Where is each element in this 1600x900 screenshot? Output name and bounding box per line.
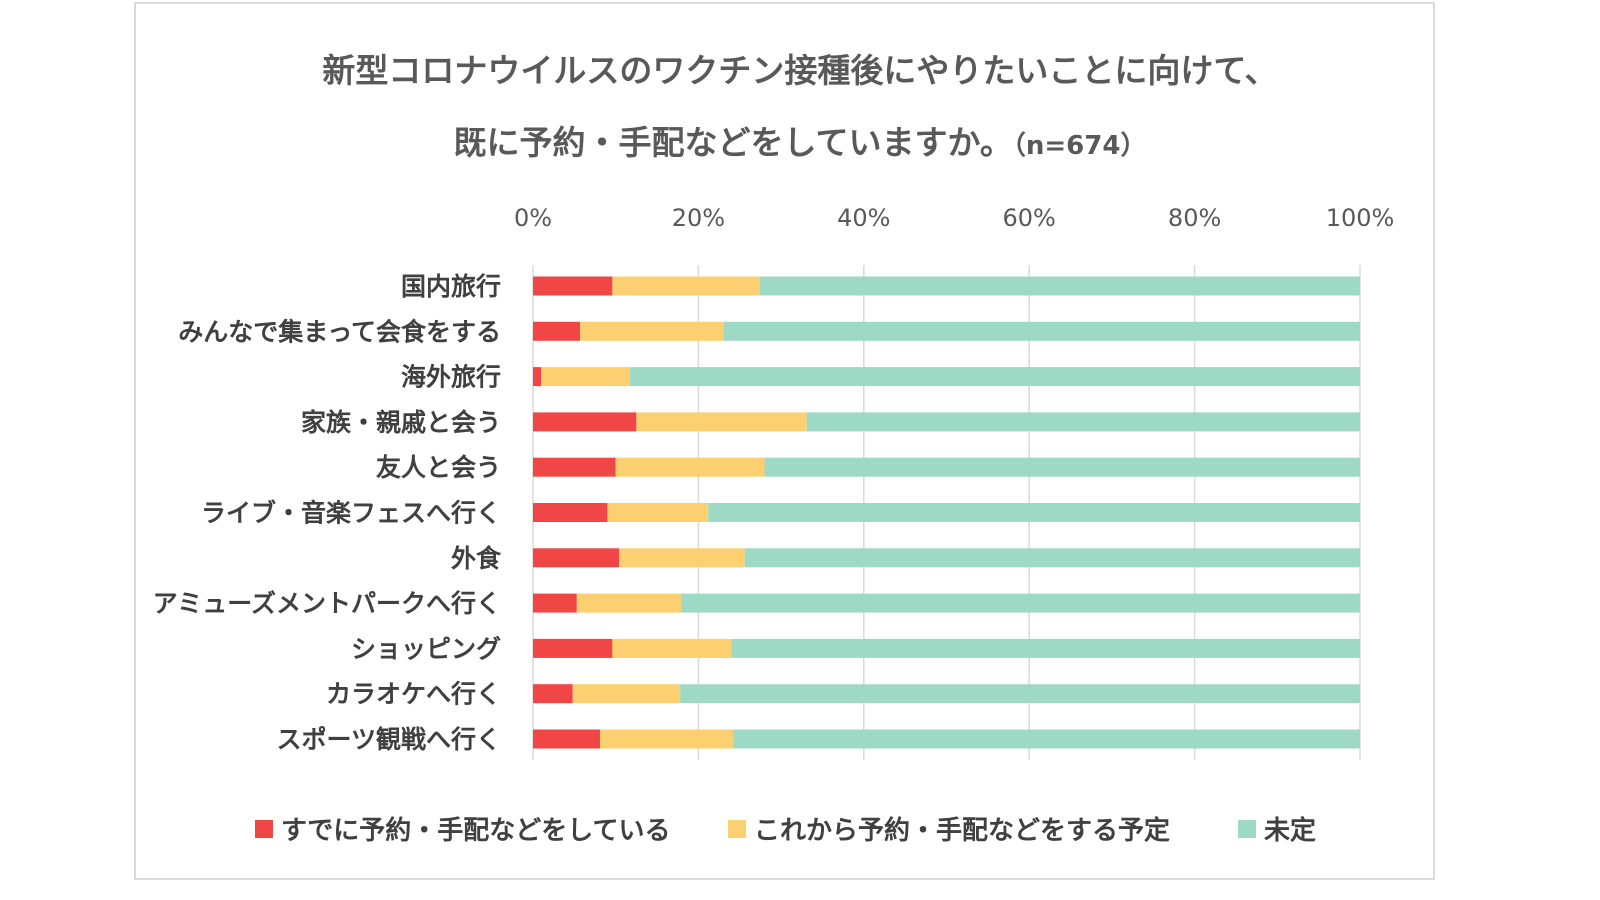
bar-segment bbox=[533, 503, 608, 522]
chart-title-line2: 既に予約・手配などをしていますか。（n=674） bbox=[0, 116, 1600, 164]
bar-segment bbox=[636, 412, 807, 432]
bar-segment bbox=[759, 276, 1360, 296]
bar-segment bbox=[607, 503, 709, 522]
bar-segment bbox=[533, 321, 581, 341]
chart-legend: すでに予約・手配などをしている これから予約・手配などをする予定 未定 bbox=[0, 810, 1600, 850]
bar-segment bbox=[708, 503, 1360, 522]
category-label: カラオケへ行く bbox=[326, 680, 501, 709]
bar-segment bbox=[731, 638, 1360, 658]
bar-segment bbox=[599, 729, 734, 749]
bar-segment bbox=[533, 638, 613, 658]
chart-title-sample-size: （n=674） bbox=[1012, 131, 1147, 161]
legend-label: すでに予約・手配などをしている bbox=[281, 816, 671, 846]
bar-segment bbox=[580, 321, 724, 341]
category-label: アミューズメントパークへ行く bbox=[153, 589, 501, 618]
x-tick-label: 100% bbox=[1326, 204, 1395, 232]
bar-segment bbox=[533, 412, 637, 432]
category-label: スポーツ観戦へ行く bbox=[276, 725, 501, 754]
bar-segment bbox=[533, 276, 613, 296]
legend-swatch bbox=[1238, 819, 1256, 838]
x-tick-label: 0% bbox=[514, 204, 552, 232]
bar-segment bbox=[612, 638, 732, 658]
legend-swatch bbox=[255, 819, 273, 838]
bar-segment bbox=[615, 457, 765, 477]
legend-label: 未定 bbox=[1264, 816, 1317, 846]
category-label: 国内旅行 bbox=[401, 272, 501, 301]
bar-segment bbox=[533, 367, 542, 387]
bar-segment bbox=[572, 684, 681, 704]
bar-segment bbox=[733, 729, 1360, 749]
category-label: みんなで集まって会食をする bbox=[178, 317, 501, 346]
legend-label: これから予約・手配などをする予定 bbox=[754, 816, 1171, 846]
x-tick-label: 40% bbox=[837, 204, 890, 232]
bar-segment bbox=[680, 684, 1360, 704]
bar-segment bbox=[764, 457, 1360, 477]
bar-segment bbox=[744, 548, 1360, 568]
category-label: 海外旅行 bbox=[401, 363, 501, 392]
bar-segment bbox=[612, 276, 760, 296]
bar-segment bbox=[533, 729, 600, 749]
bar-segment bbox=[533, 457, 616, 477]
bar-segment bbox=[629, 367, 1360, 387]
bar-segment bbox=[619, 548, 745, 568]
bar-segment bbox=[533, 593, 577, 613]
category-label: ライブ・音楽フェスへ行く bbox=[201, 499, 501, 528]
bar-segment bbox=[681, 593, 1360, 613]
bar-segment bbox=[541, 367, 630, 387]
bar-segment bbox=[576, 593, 682, 613]
category-label: 友人と会う bbox=[376, 453, 501, 482]
bar-segment bbox=[806, 412, 1360, 432]
legend-item: これから予約・手配などをする予定 bbox=[728, 810, 1170, 847]
legend-item: 未定 bbox=[1238, 810, 1316, 847]
x-tick-label: 60% bbox=[1003, 204, 1056, 232]
bar-segment bbox=[533, 548, 620, 568]
bar-segment bbox=[723, 321, 1360, 341]
chart-title-line1: 新型コロナウイルスのワクチン接種後にやりたいことに向けて、 bbox=[322, 51, 1278, 90]
category-label: ショッピング bbox=[351, 634, 501, 663]
category-label: 外食 bbox=[451, 544, 502, 573]
legend-swatch bbox=[728, 819, 746, 838]
legend-item: すでに予約・手配などをしている bbox=[255, 810, 670, 847]
bar-segment bbox=[533, 684, 573, 704]
category-label: 家族・親戚と会う bbox=[301, 408, 501, 437]
chart-title-question: 既に予約・手配などをしていますか。 bbox=[453, 123, 1013, 162]
x-tick-label: 20% bbox=[672, 204, 725, 232]
x-tick-label: 80% bbox=[1168, 204, 1221, 232]
